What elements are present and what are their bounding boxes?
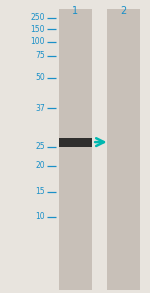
Text: 25: 25 bbox=[35, 142, 45, 151]
Bar bbox=[58, 138, 92, 146]
Text: 2: 2 bbox=[120, 6, 126, 16]
Text: 100: 100 bbox=[30, 38, 45, 46]
Text: 15: 15 bbox=[35, 188, 45, 196]
Text: 250: 250 bbox=[30, 13, 45, 22]
Text: 150: 150 bbox=[30, 25, 45, 34]
Bar bbox=[106, 9, 140, 290]
Text: 37: 37 bbox=[35, 104, 45, 113]
Text: 1: 1 bbox=[72, 6, 78, 16]
Text: 20: 20 bbox=[35, 161, 45, 170]
Bar bbox=[58, 9, 92, 290]
Text: 10: 10 bbox=[35, 212, 45, 221]
Text: 75: 75 bbox=[35, 51, 45, 60]
Text: 50: 50 bbox=[35, 73, 45, 82]
